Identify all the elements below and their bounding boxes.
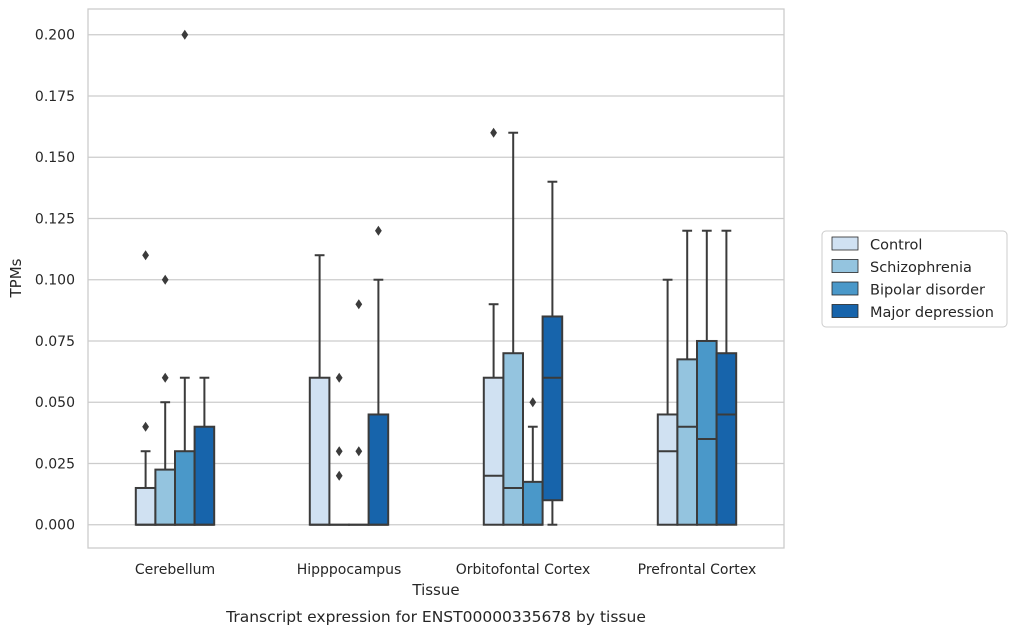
legend-label-schizophrenia: Schizophrenia — [870, 260, 972, 276]
x-tick-label: Cerebellum — [135, 562, 215, 578]
iqr-box — [308, 376, 331, 526]
outlier-point — [529, 397, 537, 408]
iqr-box — [482, 376, 505, 526]
x-tick-label: Orbitofontal Cortex — [456, 562, 591, 578]
box-group — [696, 229, 718, 526]
box-group — [502, 131, 524, 526]
y-tick-label: 0.150 — [35, 150, 75, 166]
y-tick-label: 0.025 — [35, 456, 75, 472]
outlier-point — [335, 470, 343, 481]
plot-area-frame — [87, 8, 785, 549]
outlier-point — [335, 372, 343, 383]
y-tick-label: 0.100 — [35, 273, 75, 289]
legend-label-control: Control — [870, 238, 922, 254]
iqr-box — [154, 468, 176, 526]
legend-swatch-major-depression — [831, 304, 859, 318]
outlier-point — [181, 29, 189, 40]
outlier-point — [161, 274, 169, 285]
iqr-box — [522, 480, 544, 526]
y-tick-labels: 0.000 0.025 0.050 0.075 0.100 0.125 0.150 0.175… — [35, 28, 75, 534]
box-group — [367, 225, 390, 526]
x-axis-title: Tissue — [411, 581, 459, 599]
legend-frame — [821, 230, 1008, 328]
outlier-point — [142, 250, 149, 261]
outlier-point — [161, 372, 169, 383]
iqr-box — [696, 339, 718, 526]
iqr-box — [174, 450, 196, 526]
iqr-box — [193, 425, 216, 526]
iqr-box — [134, 486, 157, 526]
box-group — [328, 372, 350, 526]
box-group — [522, 397, 544, 526]
outlier-point — [375, 225, 382, 236]
boxes-layer — [134, 29, 738, 526]
box-group — [676, 229, 699, 526]
legend-swatch-schizophrenia — [831, 259, 859, 273]
outlier-point — [355, 446, 363, 457]
iqr-box — [367, 413, 390, 526]
outlier-point — [490, 127, 497, 138]
legend-label-major-depression: Major depression — [870, 305, 994, 321]
y-tick-label: 0.000 — [35, 518, 75, 534]
box-group — [482, 127, 505, 526]
iqr-box — [502, 352, 524, 526]
box-group — [193, 376, 216, 526]
y-tick-label: 0.175 — [35, 89, 75, 105]
y-tick-label: 0.200 — [35, 28, 75, 44]
box-group — [541, 180, 564, 526]
y-tick-label: 0.050 — [35, 395, 75, 411]
x-tick-label: Hipppocampus — [297, 562, 402, 578]
x-tick-label: Prefrontal Cortex — [638, 562, 757, 578]
chart-caption: Transcript expression for ENST0000033567… — [225, 608, 646, 626]
iqr-box — [541, 315, 564, 502]
iqr-box — [656, 413, 679, 526]
y-tick-label: 0.125 — [35, 211, 75, 227]
x-tick-labels: Cerebellum Hipppocampus Orbitofontal Corte… — [135, 562, 756, 578]
legend-swatch-control — [831, 236, 859, 251]
box-group — [715, 229, 738, 526]
y-tick-label: 0.075 — [35, 334, 75, 350]
iqr-box — [676, 358, 699, 526]
outlier-point — [355, 299, 363, 310]
iqr-box — [715, 352, 738, 526]
outlier-point — [335, 446, 343, 457]
y-axis-title: TPMs — [7, 258, 25, 298]
legend: Control Schizophrenia Bipolar disorder M… — [821, 230, 1008, 328]
legend-swatch-bipolar-disorder — [831, 281, 859, 296]
legend-label-bipolar-disorder: Bipolar disorder — [870, 283, 985, 299]
box-group — [308, 254, 331, 526]
outlier-point — [142, 421, 149, 432]
